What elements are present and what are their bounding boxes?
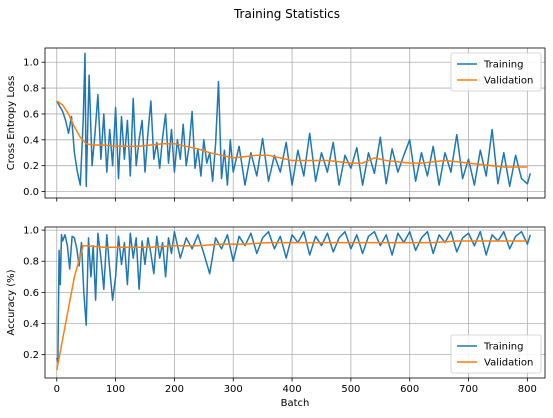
legend-label-validation: Validation — [484, 358, 533, 369]
y-tick-label: 0.8 — [23, 257, 39, 268]
legend: Training Validation — [450, 334, 542, 374]
axes-frame — [44, 226, 546, 379]
y-axis-label: Cross Entropy Loss — [6, 76, 17, 171]
series-line-training — [56, 52, 532, 188]
series-line-training — [56, 230, 532, 364]
legend-label-validation: Validation — [484, 76, 533, 87]
x-axis-label: Batch — [281, 398, 310, 409]
x-tick-label: 600 — [400, 384, 419, 395]
x-tick-label: 800 — [518, 384, 537, 395]
series-line-validation — [56, 240, 528, 371]
y-tick-label: 0.4 — [23, 319, 39, 330]
x-tick-label: 200 — [165, 384, 184, 395]
legend-box — [450, 52, 542, 92]
accuracy-subplot: 0 100 200 300 400 500 600 700 800 0.2 0.4 0.6 0.8 1.0… — [6, 226, 546, 409]
x-tick-label: 500 — [341, 384, 360, 395]
legend-box — [450, 334, 542, 374]
legend: Training Validation — [450, 52, 542, 92]
y-tick-label: 0.4 — [23, 135, 39, 146]
x-tick-label: 100 — [106, 384, 125, 395]
y-tick-label: 0.6 — [23, 288, 39, 299]
y-tick-label: 1.0 — [23, 58, 39, 69]
figure-suptitle: Training Statistics — [233, 7, 340, 21]
y-axis-label: Accuracy (%) — [6, 269, 17, 335]
y-tick-label: 0.0 — [23, 187, 39, 198]
y-tick-label: 0.2 — [23, 161, 39, 172]
y-tick-label: 1.0 — [23, 226, 39, 237]
legend-label-training: Training — [483, 60, 523, 71]
x-tick-label: 300 — [224, 384, 243, 395]
series-line-validation — [56, 100, 528, 168]
loss-subplot: 0.0 0.2 0.4 0.6 0.8 1.0 Cross Entropy Loss Trai… — [6, 47, 546, 202]
x-tick-label: 700 — [459, 384, 478, 395]
legend-label-training: Training — [483, 342, 523, 353]
y-tick-label: 0.6 — [23, 109, 39, 120]
y-tick-label: 0.8 — [23, 84, 39, 95]
y-tick-label: 0.2 — [23, 350, 39, 361]
axes-frame — [44, 47, 546, 199]
x-tick-label: 400 — [283, 384, 302, 395]
x-tick-label: 0 — [54, 384, 60, 395]
